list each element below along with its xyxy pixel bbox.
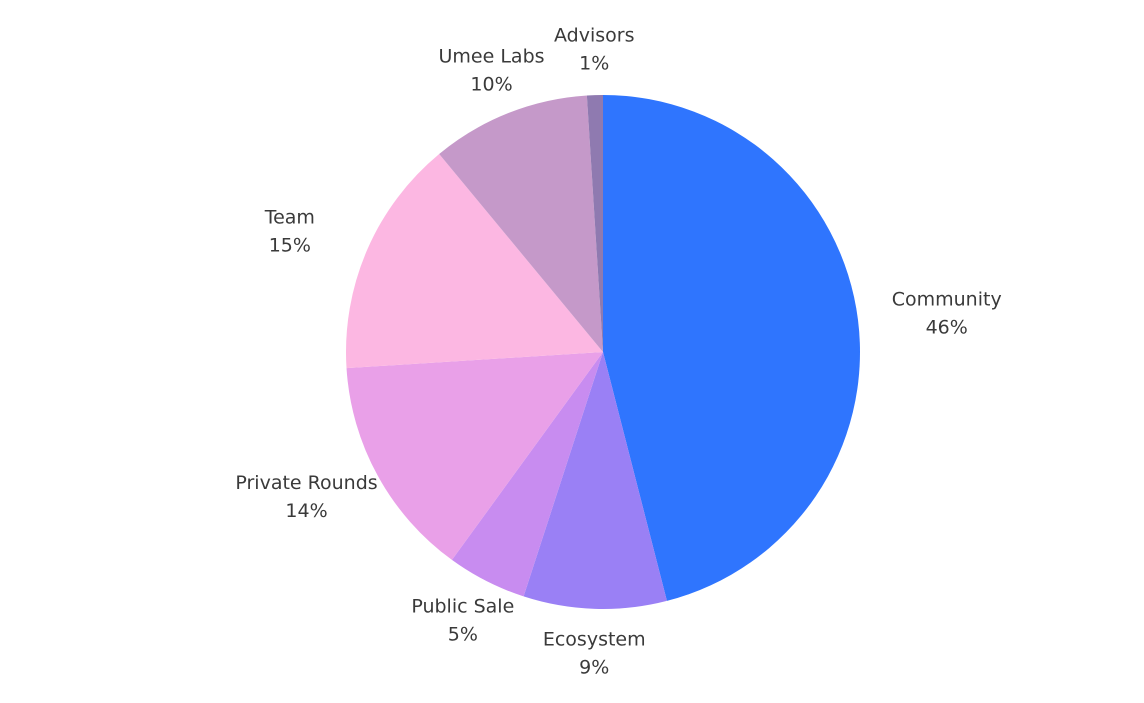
slice-value: 14% [285, 500, 327, 522]
pie-slice [603, 95, 860, 601]
slice-value: 5% [448, 624, 478, 646]
slice-value: 10% [470, 74, 512, 96]
slice-label: Community [892, 289, 1002, 311]
slice-value: 9% [579, 656, 609, 678]
pie-slice [586, 95, 603, 352]
slice-value: 15% [269, 235, 311, 257]
slice-label: Private Rounds [235, 472, 377, 494]
slice-value: 46% [926, 317, 968, 339]
slice-label: Public Sale [411, 596, 514, 618]
slice-label: Ecosystem [543, 628, 646, 650]
slice-value: 1% [579, 53, 609, 75]
pie-slice [451, 352, 603, 597]
pie-slice [439, 95, 603, 352]
slice-label: Team [264, 207, 315, 229]
pie-slice [346, 352, 603, 560]
pie-slice [523, 352, 667, 609]
pie-slice [346, 153, 603, 369]
slice-label: Advisors [554, 25, 634, 47]
slice-label: Umee Labs [439, 46, 545, 68]
